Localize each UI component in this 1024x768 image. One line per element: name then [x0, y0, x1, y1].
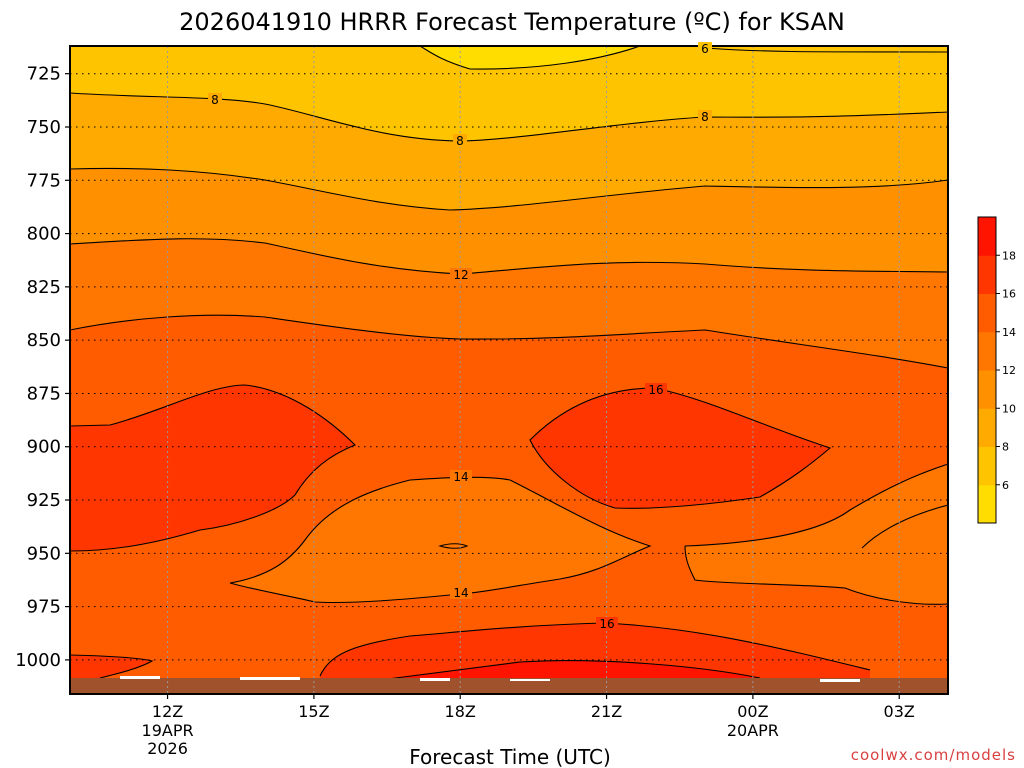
warm-pocket-right [530, 388, 830, 509]
y-tick-label: 900 [27, 437, 61, 458]
contour-line [379, 660, 761, 681]
contour-line [861, 504, 948, 549]
colorbar-swatch [978, 484, 996, 524]
contour-line [704, 47, 948, 53]
x-axis-label: Forecast Time (UTC) [409, 745, 611, 768]
colorbar-swatch [978, 331, 996, 371]
band-10-12 [70, 168, 948, 274]
contour-label: 6 [701, 42, 709, 56]
band-8-10 [70, 93, 948, 210]
y-tick-label: 975 [27, 597, 61, 618]
colorbar-swatch [978, 446, 996, 486]
credit-text: coolwx.com/models [851, 746, 1016, 764]
warm-band-left-corner [70, 655, 152, 678]
contour-label: 8 [211, 93, 219, 107]
colorbar-tick-label: 12 [1002, 364, 1016, 377]
x-tick-label: 00Z [737, 702, 768, 721]
band-below-6 [420, 46, 640, 70]
contour-line [70, 384, 356, 552]
y-tick-label: 1000 [15, 650, 61, 671]
contour-line [70, 654, 154, 679]
x-tick-label: 03Z [884, 702, 915, 721]
x-tick-label: 18Z [445, 702, 476, 721]
contour-label: 8 [456, 134, 464, 148]
y-tick-label: 950 [27, 543, 61, 564]
x-tick-year-label: 2026 [147, 739, 188, 758]
contour-line [529, 387, 832, 509]
y-tick-label: 925 [27, 490, 61, 511]
plot-frame [69, 45, 949, 695]
warm-pocket-left [70, 385, 355, 551]
colorbar-swatch [978, 408, 996, 447]
y-tick-label: 825 [27, 277, 61, 298]
colorbar-tick-label: 14 [1002, 326, 1016, 339]
contour-label: 16 [599, 617, 614, 631]
contour-line [319, 622, 871, 677]
contour-label: 12 [453, 268, 468, 282]
colorbar-swatch [978, 370, 996, 409]
y-tick-label: 800 [27, 224, 61, 245]
contour-label: 14 [453, 470, 468, 484]
contour-line [684, 463, 948, 547]
contour-line [70, 314, 948, 369]
colorbar-tick-label: 10 [1002, 402, 1016, 415]
colorbar-tick-label: 16 [1002, 288, 1016, 301]
contour-line [438, 543, 469, 549]
contour-labels: 6 8 8 8 12 16 14 14 16 [208, 42, 712, 631]
y-tick-label: 775 [27, 170, 61, 191]
colorbar-swatch [978, 255, 996, 294]
cool-pocket-right [685, 464, 948, 605]
contour-line [419, 46, 641, 70]
y-tick-label: 725 [27, 64, 61, 85]
contour-line [684, 545, 948, 605]
contour-label: 8 [701, 110, 709, 124]
colorbar-tick-label: 6 [1002, 479, 1009, 492]
contour-label: 16 [648, 383, 663, 397]
x-tick-label: 15Z [298, 702, 329, 721]
ground-level-marks [120, 676, 860, 682]
x-tick-label: 12Z [152, 702, 183, 721]
colorbar-tick-label: 18 [1002, 249, 1016, 262]
y-axis: 725 750 775 800 825 850 875 900 925 950 975 1000 [15, 64, 70, 671]
x-tick-date-label: 19APR [142, 721, 194, 740]
y-tick-label: 850 [27, 330, 61, 351]
colorbar-swatch [978, 217, 996, 256]
x-tick-label: 21Z [591, 702, 622, 721]
y-tick-label: 875 [27, 383, 61, 404]
plot-area [70, 46, 948, 694]
contour-line [70, 167, 948, 211]
colorbar-swatch [978, 293, 996, 333]
contour-label: 14 [453, 586, 468, 600]
contour-line [229, 476, 652, 604]
band-6-8 [70, 46, 948, 141]
terrain-ground [70, 678, 948, 694]
y-tick-label: 750 [27, 117, 61, 138]
colorbar-tick-label: 8 [1002, 441, 1009, 454]
cool-pocket-center [230, 477, 650, 603]
colorbar-legend: 6 8 10 12 14 16 18 [977, 216, 1016, 524]
chart-title: 2026041910 HRRR Forecast Temperature (ºC… [179, 8, 845, 36]
x-tick-date-label: 20APR [727, 721, 779, 740]
